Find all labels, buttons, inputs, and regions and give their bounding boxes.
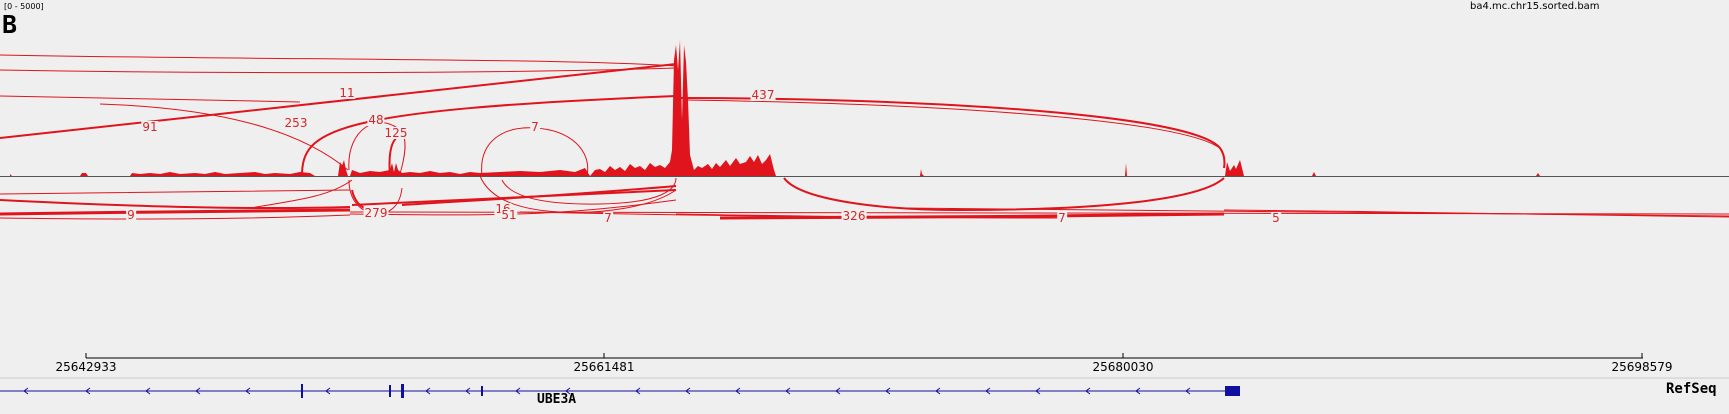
junction-count: 437 (750, 88, 776, 102)
junction-count: 7 (530, 120, 540, 134)
gene-exon (389, 385, 391, 397)
axis-tick-label: 25680030 (1092, 360, 1154, 374)
refseq-track-label[interactable]: RefSeq (1666, 381, 1717, 397)
gene-exon (481, 386, 483, 396)
data-range-label: [0 - 5000] (4, 2, 44, 11)
junction-count: 253 (283, 116, 309, 130)
junction-count: 326 (841, 209, 867, 223)
gene-exon (1225, 386, 1240, 396)
gene-model[interactable] (0, 384, 1240, 398)
axis-tick-label: 25698579 (1611, 360, 1673, 374)
junction-arcs-top (0, 54, 1226, 177)
junction-count: 7 (603, 211, 613, 225)
junction-count: 125 (383, 126, 409, 140)
junction-arcs-bottom (0, 175, 1729, 220)
track-name[interactable]: ba4.mc.chr15.sorted.bam (1470, 1, 1600, 12)
strand-arrows (23, 387, 1191, 395)
junction-count: 5 (1271, 211, 1281, 225)
junction-count: 279 (363, 206, 389, 220)
junction-count: 7 (1057, 211, 1067, 225)
junction-count: 91 (141, 120, 159, 134)
junction-count: 9 (126, 208, 136, 222)
junction-count: 11 (338, 86, 356, 100)
axis-tick-label: 25661481 (573, 360, 635, 374)
junction-count: 51 (500, 208, 518, 222)
gene-name[interactable]: UBE3A (537, 392, 577, 407)
junction-count: 48 (367, 113, 385, 127)
axis-tick-label: 25642933 (55, 360, 117, 374)
gene-exon (301, 384, 303, 398)
coverage-histogram (10, 40, 1540, 176)
gene-exon (401, 384, 404, 398)
panel-letter: B (2, 10, 18, 39)
